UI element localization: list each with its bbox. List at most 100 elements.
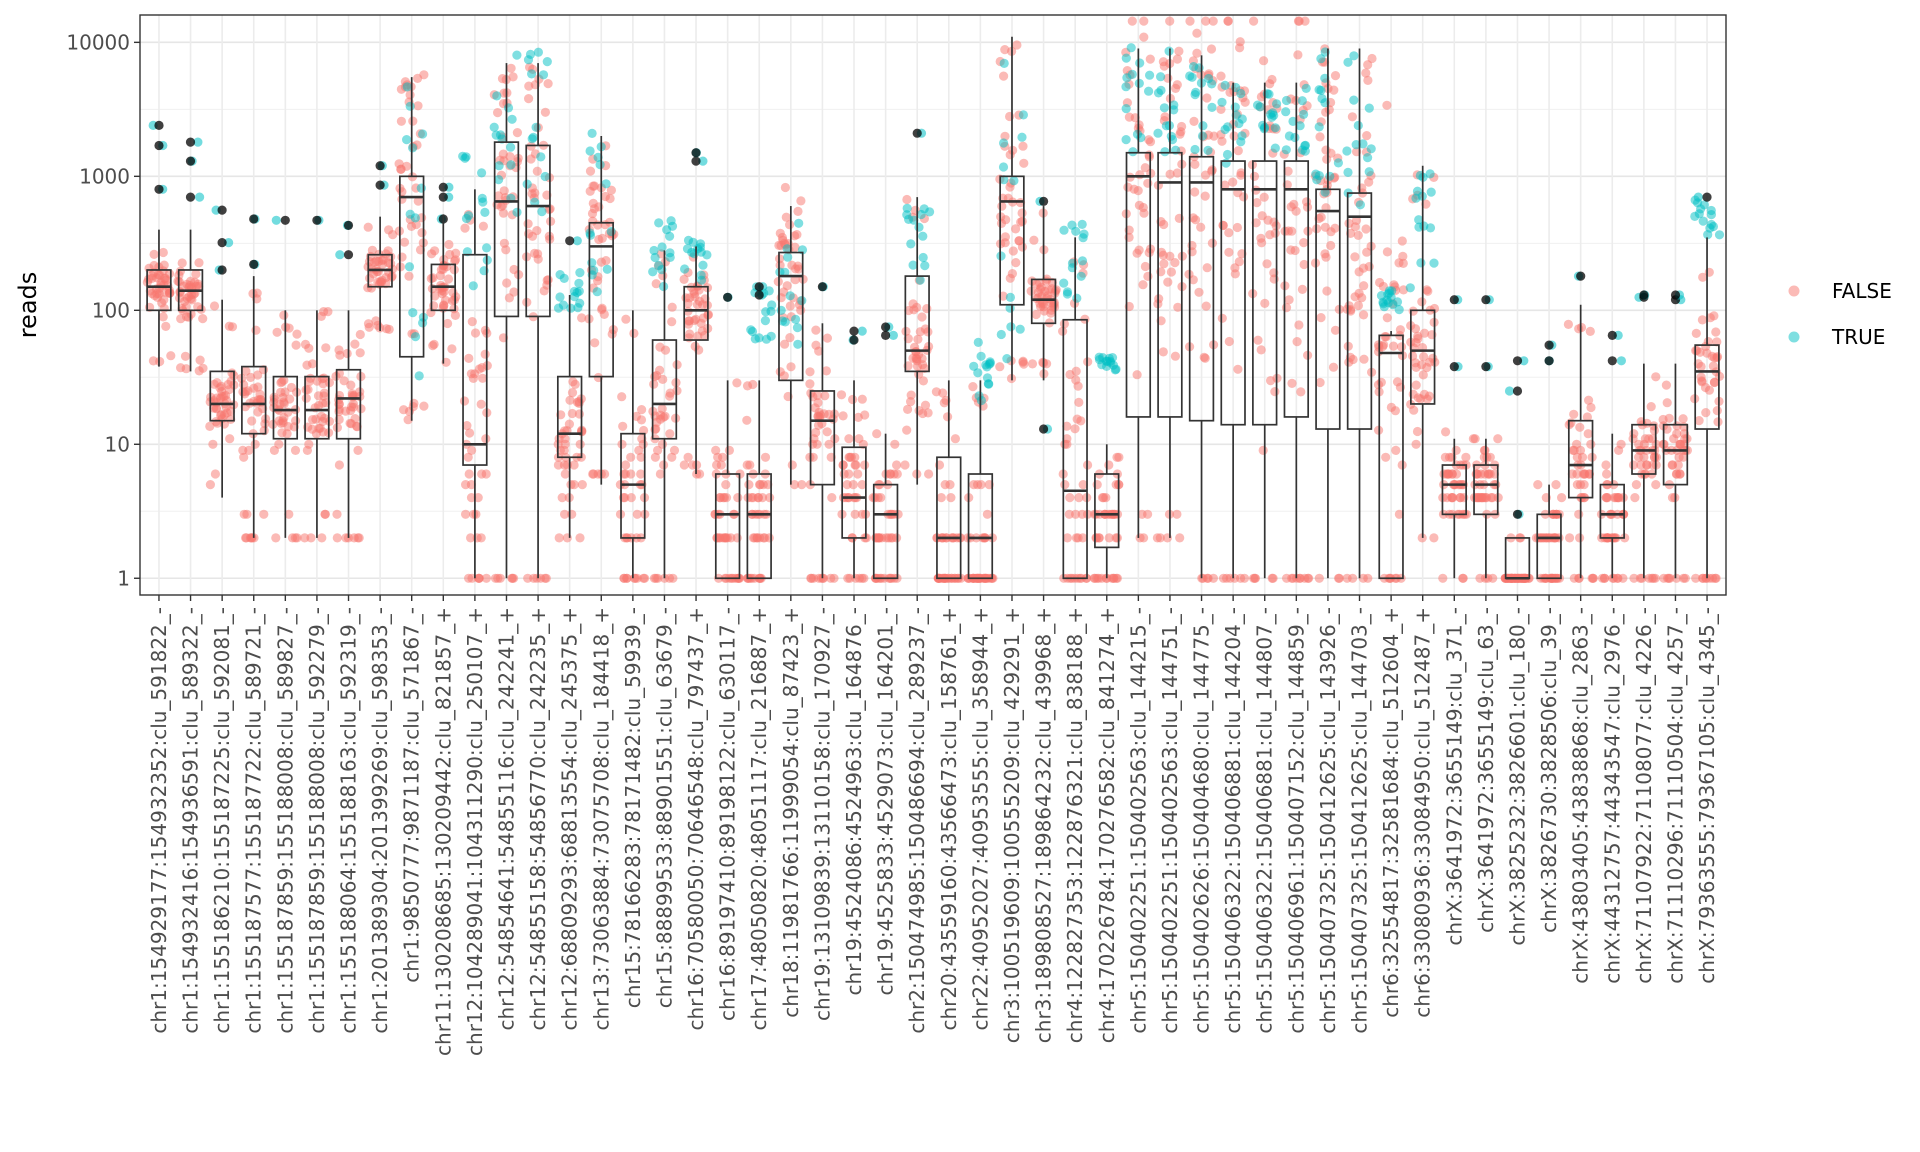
outlier-point (1670, 290, 1681, 300)
false-point (622, 573, 632, 583)
true-point (1207, 102, 1217, 112)
false-point (1701, 408, 1711, 418)
false-point (651, 279, 661, 289)
false-point (540, 107, 551, 117)
outlier-point (249, 214, 259, 224)
false-point (334, 345, 344, 355)
false-point (1138, 280, 1148, 290)
false-point (1583, 429, 1593, 439)
false-point (763, 480, 773, 490)
false-point (1440, 452, 1450, 462)
false-point (352, 422, 362, 432)
false-point (1253, 335, 1263, 345)
false-point (690, 292, 700, 302)
false-point (742, 415, 752, 425)
false-point (1712, 337, 1722, 347)
true-point (687, 247, 697, 257)
false-point (308, 415, 318, 425)
false-point (724, 445, 735, 455)
false-point (1158, 57, 1168, 67)
box (209, 370, 235, 422)
false-point (913, 334, 923, 344)
box (304, 375, 330, 440)
false-point (191, 269, 201, 279)
true-point (1187, 72, 1197, 82)
false-point (472, 533, 482, 543)
false-point (651, 573, 661, 583)
false-point (1493, 434, 1503, 444)
x-tick-label: chr1:154932416:154936591:clu_589322_- (179, 607, 203, 1034)
false-point (577, 480, 587, 490)
false-point (1411, 380, 1421, 390)
true-point (461, 213, 472, 224)
true-point (506, 142, 516, 152)
false-point (827, 493, 837, 503)
true-point (405, 101, 415, 111)
false-point (574, 409, 585, 419)
false-point (157, 298, 167, 308)
false-point (1189, 116, 1199, 126)
false-point (471, 509, 481, 519)
false-point (291, 340, 301, 350)
x-tick-label: chr5:150402251:150402563:clu_144215_- (1126, 607, 1150, 1034)
outlier-point (1512, 356, 1523, 366)
true-point (665, 231, 675, 241)
box (1157, 151, 1183, 418)
false-point (194, 366, 204, 376)
false-point (365, 251, 376, 262)
box (1252, 160, 1278, 426)
true-point (522, 179, 532, 189)
false-point (1566, 418, 1576, 428)
false-point (1239, 192, 1249, 202)
false-point (219, 410, 230, 420)
false-point (1388, 341, 1399, 351)
false-point (554, 434, 564, 444)
false-point (316, 311, 326, 321)
false-point (474, 573, 484, 583)
false-point (461, 509, 471, 519)
true-point (976, 351, 986, 361)
false-point (499, 238, 509, 248)
true-point (1236, 88, 1246, 99)
false-point (621, 460, 631, 470)
false-point (1422, 362, 1432, 373)
false-point (1398, 251, 1408, 261)
false-point (1059, 319, 1069, 329)
false-point (403, 415, 413, 425)
false-point (629, 328, 639, 338)
box (1378, 334, 1404, 580)
false-point (826, 573, 836, 583)
false-point (655, 469, 666, 479)
false-point (383, 246, 393, 256)
false-point (444, 239, 454, 250)
false-point (1170, 258, 1180, 268)
true-point (1386, 292, 1396, 302)
true-point (761, 334, 772, 344)
false-point (181, 364, 191, 374)
false-point (1671, 573, 1682, 583)
true-point (271, 215, 281, 225)
legend-label: FALSE (1832, 279, 1892, 303)
true-point (1342, 146, 1352, 156)
false-point (918, 376, 929, 386)
false-point (251, 325, 261, 335)
box (1062, 318, 1088, 580)
false-point (1394, 509, 1404, 519)
box (746, 473, 772, 580)
false-point (968, 382, 978, 392)
outlier-point (185, 192, 196, 202)
false-point (523, 573, 533, 583)
x-tick-label: chr18:11981766:11999054:clu_87423_+ (779, 607, 803, 1018)
false-point (1109, 573, 1119, 583)
false-point (1347, 112, 1357, 122)
false-point (836, 390, 847, 400)
box (1567, 419, 1594, 499)
false-point (1224, 247, 1234, 257)
false-point (1282, 573, 1292, 583)
x-tick-label: chr15:88899533:88901551:clu_63679_- (653, 607, 677, 1008)
false-point (1152, 533, 1162, 543)
x-tick-label: chr4:122827353:122876321:clu_838188_+ (1063, 607, 1087, 1043)
false-point (943, 412, 953, 422)
true-point (335, 250, 345, 260)
